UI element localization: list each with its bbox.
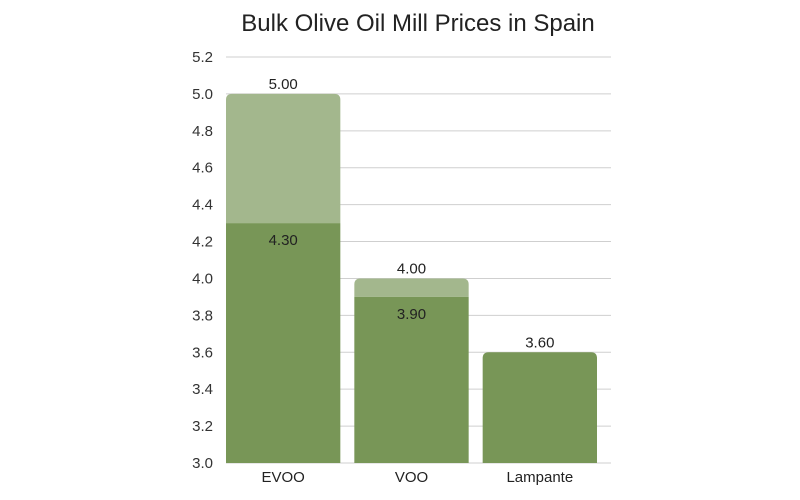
bar-lower-lampante — [482, 352, 597, 463]
bar-upper-voo — [354, 278, 469, 297]
y-tick-label: 5.2 — [192, 49, 213, 66]
data-labels: 5.00 4.30 4.00 3.90 3.60 — [269, 76, 555, 351]
data-label-lower: 3.90 — [397, 306, 426, 323]
x-category-label: VOO — [395, 469, 428, 486]
data-label-upper: 4.00 — [397, 260, 426, 277]
y-tick-label: 4.6 — [192, 160, 213, 177]
bar-lower-evoo — [226, 223, 341, 463]
y-axis-ticks: 3.0 3.2 3.4 3.6 3.8 4.0 4.2 4.4 4.6 4.8 5.0 5.2 — [192, 49, 213, 472]
bar-lower-voo — [354, 296, 469, 463]
y-tick-label: 3.8 — [192, 307, 213, 324]
x-category-label: EVOO — [261, 469, 304, 486]
y-tick-label: 5.0 — [192, 86, 213, 103]
data-label-lower: 3.60 — [525, 334, 554, 351]
y-tick-label: 3.6 — [192, 344, 213, 361]
bars — [226, 93, 597, 463]
x-category-label: Lampante — [506, 469, 573, 486]
bar-upper-evoo — [226, 93, 341, 224]
y-tick-label: 4.4 — [192, 197, 213, 214]
y-tick-label: 3.2 — [192, 418, 213, 435]
y-tick-label: 4.0 — [192, 270, 213, 287]
y-tick-label: 3.0 — [192, 455, 213, 472]
x-axis-categories: EVOO VOO Lampante — [261, 469, 573, 486]
y-tick-label: 4.8 — [192, 123, 213, 140]
y-tick-label: 3.4 — [192, 381, 213, 398]
chart-title: Bulk Olive Oil Mill Prices in Spain — [241, 10, 594, 37]
data-label-upper: 5.00 — [269, 76, 298, 93]
data-label-lower: 4.30 — [269, 232, 298, 249]
y-tick-label: 4.2 — [192, 234, 213, 251]
